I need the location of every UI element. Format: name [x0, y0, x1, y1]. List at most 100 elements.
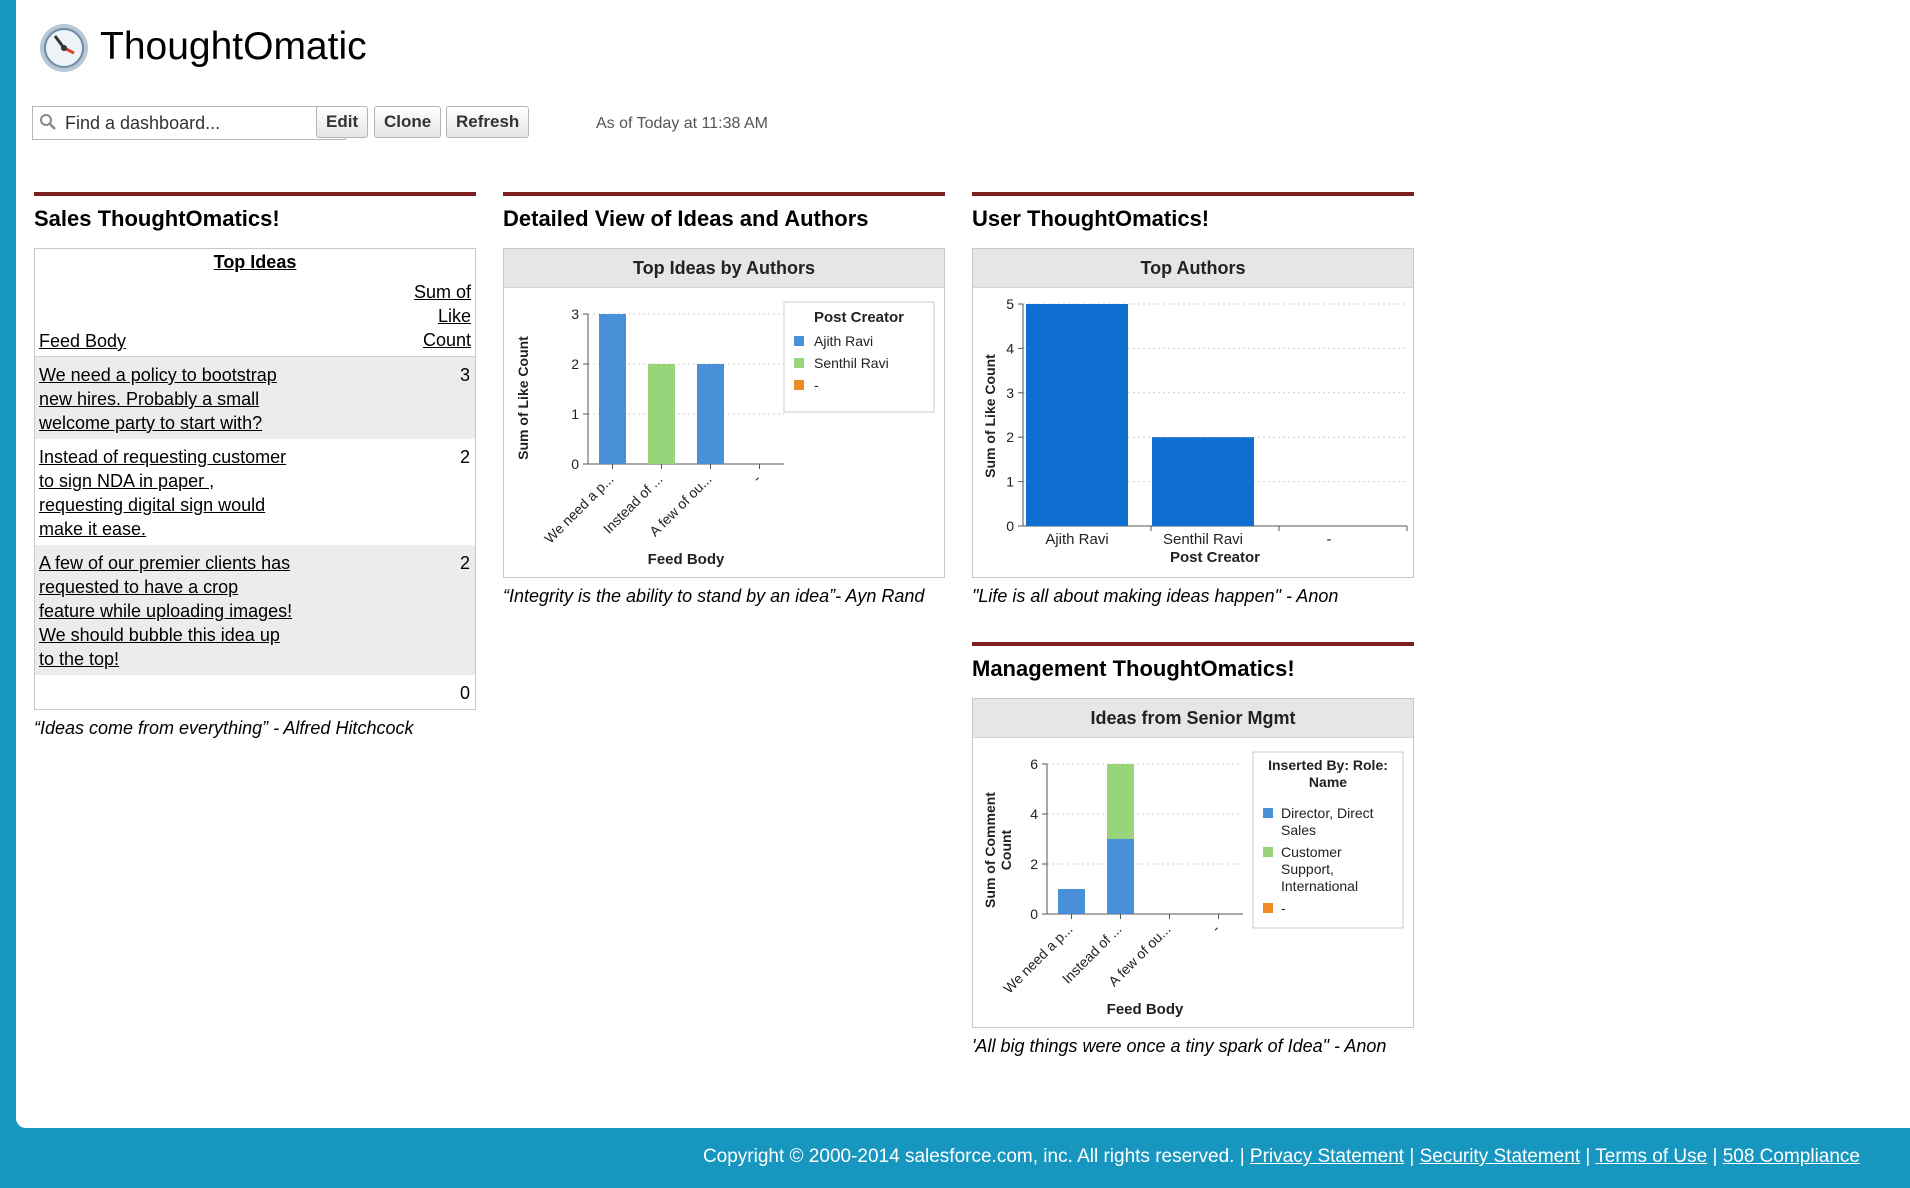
- legend-title: Name: [1309, 774, 1347, 790]
- idea-link[interactable]: Instead of requesting customer to sign N…: [39, 447, 287, 539]
- sum-header-line-2: Like: [437, 306, 471, 326]
- sum-header-line-3: Count: [422, 330, 471, 350]
- sales-column: Sales ThoughtOmatics! Top Ideas Feed Bod…: [34, 192, 476, 740]
- x-tick-label: -: [749, 471, 764, 486]
- idea-link[interactable]: We need a policy to bootstrap new hires.…: [39, 365, 277, 433]
- management-section-title: Management ThoughtOmatics!: [972, 656, 1295, 681]
- feed-body-column-header[interactable]: Feed Body: [35, 278, 387, 357]
- legend-label: International: [1281, 878, 1358, 894]
- 508-compliance-link[interactable]: 508 Compliance: [1722, 1146, 1860, 1167]
- x-tick-label: -: [1208, 921, 1223, 936]
- last-refreshed-timestamp: As of Today at 11:38 AM: [596, 115, 768, 132]
- y-tick-label: 1: [1006, 474, 1014, 490]
- y-tick-label: 5: [1006, 296, 1014, 312]
- management-quote: 'All big things were once a tiny spark o…: [972, 1036, 1387, 1056]
- footer-separator: |: [1712, 1146, 1718, 1167]
- y-tick-label: 4: [1006, 340, 1014, 356]
- chart-title: Top Ideas by Authors: [504, 249, 944, 288]
- table-title[interactable]: Top Ideas: [213, 252, 297, 272]
- y-tick-label: 0: [1006, 518, 1014, 534]
- x-tick-label: We need a p...: [1000, 921, 1076, 997]
- sales-quote: “Ideas come from everything” - Alfred Hi…: [34, 718, 414, 738]
- legend-label: -: [814, 377, 819, 393]
- table-row: A few of our premier clients has request…: [35, 545, 475, 675]
- legend-label: -: [1281, 900, 1286, 916]
- x-tick-label: We need a p...: [541, 471, 617, 547]
- y-tick-label: 4: [1030, 806, 1038, 822]
- y-tick-label: 6: [1030, 756, 1038, 772]
- idea-link[interactable]: A few of our premier clients has request…: [39, 553, 293, 669]
- senior-mgmt-chart-panel[interactable]: Ideas from Senior Mgmt 0 2 4 6 We need a p..…: [972, 698, 1414, 1028]
- legend-box: [783, 301, 935, 413]
- y-tick-label: 2: [571, 356, 579, 372]
- page-title: ThoughtOmatic: [100, 25, 367, 68]
- legend-swatch: [1263, 903, 1273, 913]
- like-count: 0: [459, 683, 470, 703]
- dashboard-page: ThoughtOmatic Edit Clone Refresh As of T…: [16, 0, 1910, 1128]
- y-axis-title: Count: [998, 829, 1014, 870]
- legend-swatch: [794, 380, 804, 390]
- footer: Copyright © 2000-2014 salesforce.com, in…: [703, 1146, 1860, 1168]
- y-axis-title: Sum of Comment: [982, 792, 998, 908]
- x-axis-title: Feed Body: [1107, 1001, 1184, 1018]
- dashboard-search[interactable]: [32, 106, 346, 140]
- search-icon: [40, 114, 56, 130]
- y-tick-label: 3: [1006, 385, 1014, 401]
- top-ideas-by-authors-chart-panel[interactable]: Top Ideas by Authors 0 1 2 3 We need a p... I…: [503, 248, 945, 578]
- legend-swatch: [794, 336, 804, 346]
- legend-label: Director, Direct: [1281, 805, 1374, 821]
- table-row: Instead of requesting customer to sign N…: [35, 439, 475, 545]
- bar-segment: [1107, 764, 1134, 839]
- dashboard-logo-icon: [40, 24, 88, 72]
- bar: [697, 364, 724, 464]
- legend-title: Inserted By: Role:: [1268, 757, 1388, 773]
- detailed-quote: “Integrity is the ability to stand by an…: [503, 586, 925, 606]
- security-statement-link[interactable]: Security Statement: [1419, 1146, 1581, 1167]
- legend-box: [1252, 751, 1404, 929]
- top-authors-chart-panel[interactable]: Top Authors 0 1 2 3 4 5 Ajith Ravi Senthil Ravi…: [972, 248, 1414, 578]
- refresh-button[interactable]: Refresh: [446, 106, 530, 138]
- x-tick-label: -: [1327, 531, 1332, 548]
- bar-segment: [1058, 889, 1085, 914]
- y-axis-title: Sum of Like Count: [982, 354, 998, 478]
- dashboard-search-input[interactable]: [65, 112, 305, 134]
- edit-button[interactable]: Edit: [316, 106, 369, 138]
- top-ideas-table-panel: Top Ideas Feed Body Sum of Like Count We: [34, 248, 476, 710]
- legend-swatch: [1263, 847, 1273, 857]
- bar: [1152, 437, 1254, 526]
- x-axis-title: Feed Body: [648, 551, 725, 568]
- y-axis-title: Sum of Like Count: [515, 336, 531, 460]
- y-tick-label: 0: [571, 456, 579, 472]
- bar-segment: [1107, 839, 1134, 914]
- user-section-title: User ThoughtOmatics!: [972, 206, 1210, 231]
- like-count: 2: [459, 447, 470, 467]
- y-tick-label: 3: [571, 306, 579, 322]
- y-tick-label: 1: [571, 406, 579, 422]
- legend-label: Senthil Ravi: [814, 355, 889, 371]
- footer-separator: |: [1409, 1146, 1415, 1167]
- chart-title: Top Authors: [973, 249, 1413, 288]
- privacy-statement-link[interactable]: Privacy Statement: [1249, 1146, 1405, 1167]
- legend-label: Customer: [1281, 844, 1342, 860]
- clone-button[interactable]: Clone: [374, 106, 442, 138]
- table-row: 0: [35, 675, 475, 709]
- user-column: User ThoughtOmatics! Top Authors 0 1 2 3 4 5 A…: [972, 192, 1414, 1058]
- bar: [599, 314, 626, 464]
- x-axis-title: Post Creator: [1170, 549, 1260, 566]
- copyright-text: Copyright © 2000-2014 salesforce.com, in…: [702, 1146, 1245, 1167]
- like-count: 2: [387, 545, 475, 675]
- y-tick-label: 2: [1030, 856, 1038, 872]
- bar: [648, 364, 675, 464]
- bar: [1026, 304, 1128, 526]
- top-ideas-table: Feed Body Sum of Like Count We need a po…: [35, 278, 475, 709]
- legend-swatch: [794, 358, 804, 368]
- detailed-section-title: Detailed View of Ideas and Authors: [503, 206, 869, 231]
- terms-of-use-link[interactable]: Terms of Use: [1595, 1146, 1708, 1167]
- table-row: We need a policy to bootstrap new hires.…: [35, 356, 475, 439]
- chart-title: Ideas from Senior Mgmt: [973, 699, 1413, 738]
- sum-like-count-column-header[interactable]: Sum of Like Count: [387, 278, 475, 357]
- section-divider: [34, 192, 476, 196]
- top-authors-chart: 0 1 2 3 4 5 Ajith Ravi Senthil Ravi - Post Creato…: [982, 296, 1408, 566]
